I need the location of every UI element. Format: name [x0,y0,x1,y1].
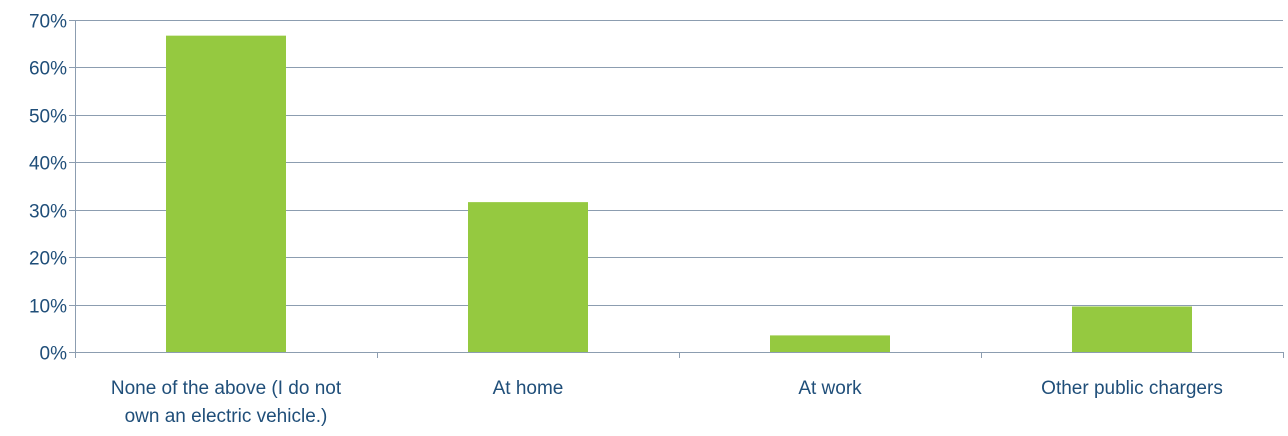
y-tick-label: 30% [29,202,67,223]
x-tick-label-line: At home [493,378,564,399]
bar [770,335,890,352]
y-tick-label: 0% [40,344,68,365]
bars [166,35,1192,352]
y-tick-label: 70% [29,12,67,33]
y-tick-labels: 0% 10% 20% 30% 40% 50% 60% 70% [29,12,67,365]
x-tick-label: Other public chargers [1041,378,1223,399]
x-tick-labels: None of the above (I do not own an electr… [111,378,1223,427]
x-tick-label-line: None of the above (I do not [111,378,342,399]
x-tick-label: None of the above (I do not own an electr… [111,378,342,427]
x-tick-label-line: At work [798,378,862,399]
y-tick-label: 50% [29,107,67,128]
x-tick-label-line: Other public chargers [1041,378,1223,399]
y-tick-label: 10% [29,297,67,318]
x-tick-label: At home [493,378,564,399]
x-tick-label: At work [798,378,862,399]
y-tick-label: 40% [29,154,67,175]
bar [468,202,588,352]
y-tick-label: 60% [29,59,67,80]
axes [69,20,1284,358]
y-tick-label: 20% [29,249,67,270]
bar [166,35,286,352]
x-tick-label-line: own an electric vehicle.) [125,406,328,427]
bar [1072,306,1192,352]
